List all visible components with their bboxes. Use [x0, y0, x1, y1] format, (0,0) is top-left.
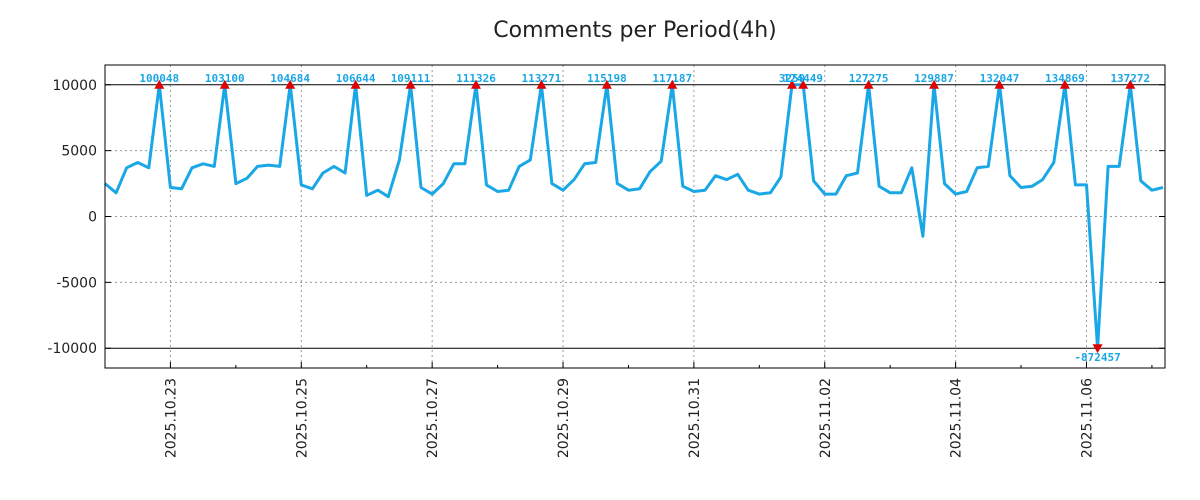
peak-marker: [285, 79, 296, 89]
data-label: 117187: [652, 72, 692, 85]
data-label: 109111: [391, 72, 431, 85]
data-label: -872457: [1074, 351, 1120, 364]
x-tick-label: 2025.10.25: [294, 378, 310, 458]
x-tick-label: 2025.11.02: [818, 378, 834, 458]
x-tick-label: 2025.10.31: [687, 378, 703, 458]
peak-marker: [601, 79, 612, 89]
peak-marker: [929, 79, 940, 89]
trough-marker: [1092, 344, 1103, 354]
y-tick-label: -10000: [47, 341, 97, 357]
chart-title: Comments per Period(4h): [493, 18, 777, 43]
data-label: 3259: [779, 72, 806, 85]
series: [104, 83, 1164, 350]
data-label: 127275: [849, 72, 889, 85]
x-tick-label: 2025.11.06: [1079, 378, 1095, 458]
peak-marker: [667, 79, 678, 89]
data-label: 106644: [336, 72, 376, 85]
data-label: 132047: [980, 72, 1020, 85]
markers: [154, 79, 1136, 354]
data-labels: 100048 103100 104684 106644 109111 111326 1132…: [139, 72, 1150, 364]
peak-marker: [863, 79, 874, 89]
x-tick-label: 2025.10.27: [425, 378, 441, 458]
peak-marker: [471, 79, 481, 89]
x-tick-label: 2025.10.23: [163, 378, 179, 458]
data-label: 113271: [522, 72, 562, 85]
data-label: 124449: [783, 72, 823, 85]
y-tick-label: 5000: [61, 144, 97, 160]
peak-marker: [405, 79, 416, 89]
y-tick-label: 10000: [52, 78, 97, 94]
x-tick-label: 2025.11.04: [949, 378, 965, 458]
data-label: 104684: [270, 72, 310, 85]
peak-marker: [219, 79, 230, 89]
peak-marker: [536, 79, 547, 89]
peak-marker: [1059, 79, 1070, 89]
grid: [105, 65, 1165, 368]
data-label: 111326: [456, 72, 496, 85]
data-label: 129887: [914, 72, 954, 85]
peak-marker: [798, 79, 809, 89]
clip-lines: [105, 84, 1165, 349]
series-line-comments: [104, 83, 1164, 350]
data-label: 137272: [1110, 72, 1150, 85]
plot-frame: [104, 64, 1166, 369]
peak-marker: [1125, 79, 1136, 89]
peak-marker: [787, 79, 798, 89]
y-tick-label: -5000: [56, 275, 97, 291]
y-tick-label: 0: [88, 210, 97, 226]
x-tick-label: 2025.10.29: [556, 378, 572, 458]
data-label: 115198: [587, 72, 627, 85]
peak-marker: [994, 79, 1005, 89]
data-label: 103100: [205, 72, 245, 85]
data-label: 134869: [1045, 72, 1085, 85]
peak-marker: [350, 79, 361, 89]
data-label: 100048: [139, 72, 179, 85]
axis-ticks: 10000 5000 0 -5000 -10000 2025.10.23 2025.10.2…: [47, 78, 1165, 458]
peak-marker: [154, 79, 165, 89]
